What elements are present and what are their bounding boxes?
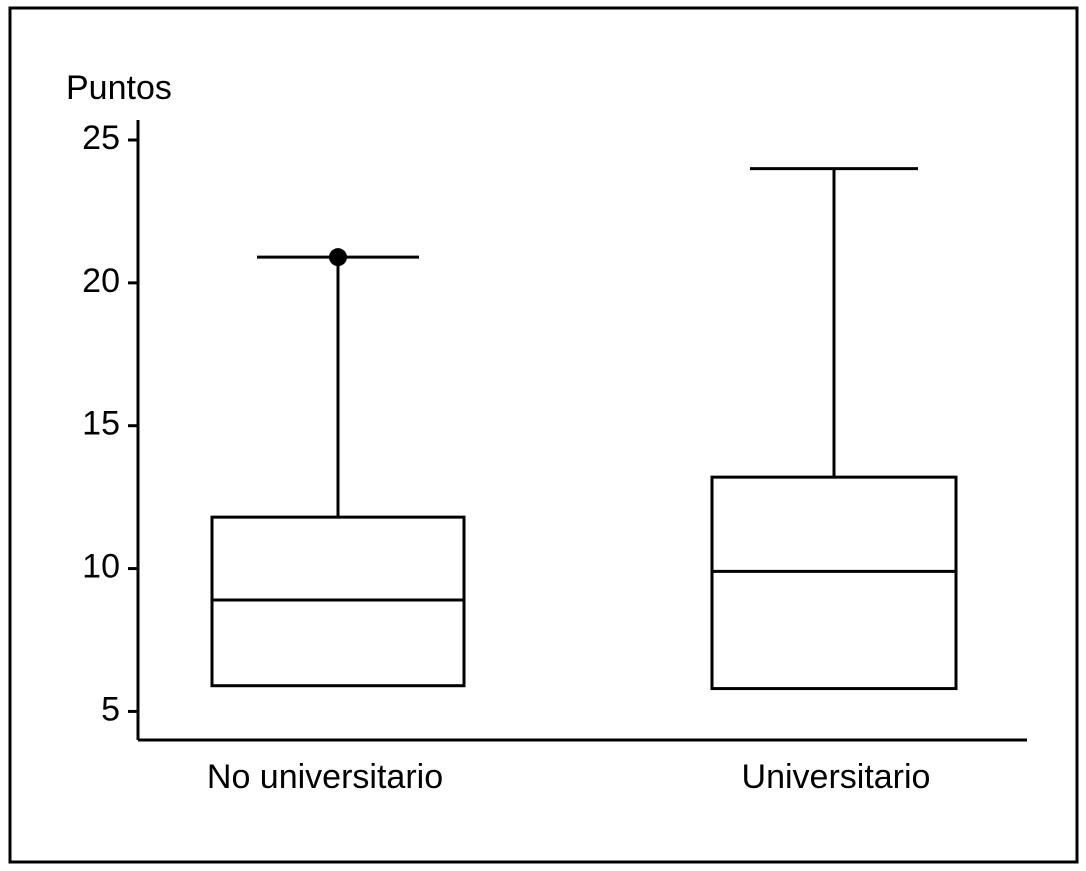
x-tick-label: No universitario <box>207 758 443 796</box>
frame <box>8 6 1079 864</box>
y-tick-label: 5 <box>101 690 120 728</box>
outlier <box>329 248 347 267</box>
box <box>710 475 958 691</box>
y-tick-label: 10 <box>82 548 120 586</box>
y-tick-label: 15 <box>82 405 120 443</box>
y-tick-label: 25 <box>82 119 120 157</box>
y-tick-label: 20 <box>82 262 120 300</box>
x-tick-label: Universitario <box>742 758 931 796</box>
y-axis-label: Puntos <box>66 69 172 107</box>
